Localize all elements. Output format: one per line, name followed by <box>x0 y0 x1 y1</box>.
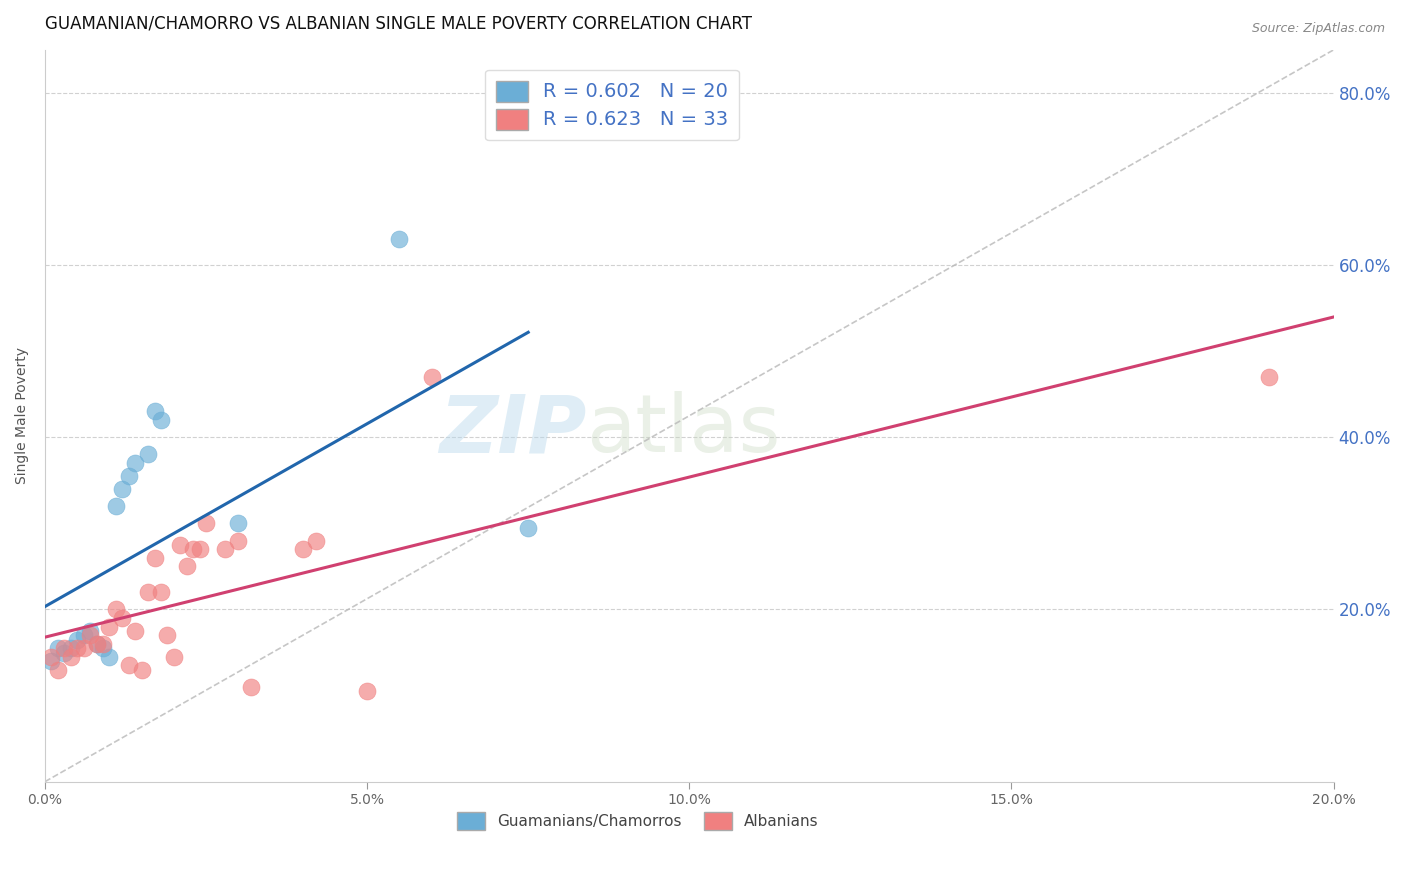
Point <box>41 654 63 668</box>
Point <box>149 413 172 427</box>
Point <box>181 542 204 557</box>
Point <box>149 585 172 599</box>
Text: Source: ZipAtlas.com: Source: ZipAtlas.com <box>1251 22 1385 36</box>
Point <box>104 499 127 513</box>
Point <box>136 585 159 599</box>
Text: atlas: atlas <box>586 392 780 469</box>
Point <box>111 611 134 625</box>
Point <box>66 632 89 647</box>
Point <box>86 637 108 651</box>
Point <box>72 641 94 656</box>
Point <box>143 404 166 418</box>
Text: ZIP: ZIP <box>439 392 586 469</box>
Point <box>98 620 121 634</box>
Text: GUAMANIAN/CHAMORRO VS ALBANIAN SINGLE MALE POVERTY CORRELATION CHART: GUAMANIAN/CHAMORRO VS ALBANIAN SINGLE MA… <box>45 15 752 33</box>
Y-axis label: Single Male Poverty: Single Male Poverty <box>15 347 30 484</box>
Point <box>188 542 211 557</box>
Point <box>131 663 153 677</box>
Point <box>226 533 249 548</box>
Point <box>136 448 159 462</box>
Point <box>59 649 82 664</box>
Point <box>163 649 186 664</box>
Point <box>304 533 326 548</box>
Point <box>240 680 263 694</box>
Point <box>79 624 101 638</box>
Point <box>91 641 114 656</box>
Point <box>124 456 146 470</box>
Point <box>46 641 69 656</box>
Point <box>59 641 82 656</box>
Point <box>53 646 76 660</box>
Point <box>388 232 411 246</box>
Legend: Guamanians/Chamorros, Albanians: Guamanians/Chamorros, Albanians <box>451 806 824 836</box>
Point <box>118 469 141 483</box>
Point <box>420 370 443 384</box>
Point <box>156 628 179 642</box>
Point <box>1258 370 1281 384</box>
Point <box>214 542 236 557</box>
Point <box>195 516 218 531</box>
Point <box>91 637 114 651</box>
Point <box>169 538 191 552</box>
Point <box>517 521 540 535</box>
Point <box>53 641 76 656</box>
Point <box>72 628 94 642</box>
Point <box>98 649 121 664</box>
Point <box>41 649 63 664</box>
Point <box>111 482 134 496</box>
Point <box>356 684 378 698</box>
Point <box>104 602 127 616</box>
Point <box>226 516 249 531</box>
Point <box>79 628 101 642</box>
Point <box>124 624 146 638</box>
Point <box>118 658 141 673</box>
Point <box>291 542 314 557</box>
Point <box>86 637 108 651</box>
Point <box>176 559 198 574</box>
Point <box>66 641 89 656</box>
Point <box>46 663 69 677</box>
Point <box>143 550 166 565</box>
